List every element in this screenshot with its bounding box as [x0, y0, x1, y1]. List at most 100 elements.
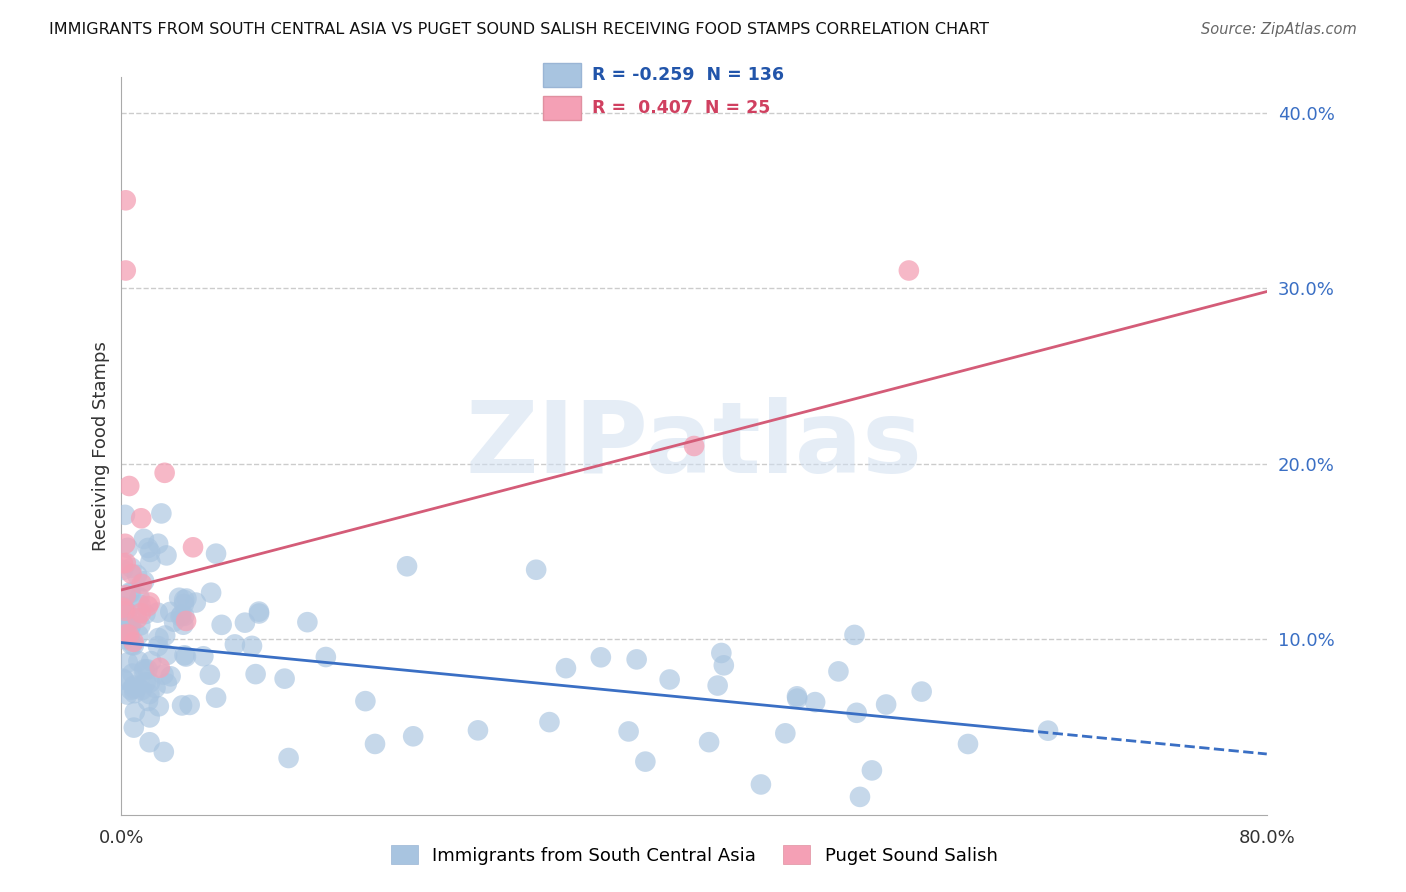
Point — [118, 629, 141, 643]
Point — [193, 649, 215, 664]
Text: 0.0%: 0.0% — [98, 830, 145, 847]
Point — [875, 698, 897, 712]
Point — [114, 632, 136, 647]
Point — [315, 650, 337, 665]
Point — [115, 605, 138, 619]
Point — [141, 654, 163, 668]
Point — [114, 604, 136, 618]
Point — [117, 541, 139, 555]
Y-axis label: Receiving Food Stamps: Receiving Food Stamps — [93, 341, 110, 551]
Text: Source: ZipAtlas.com: Source: ZipAtlas.com — [1201, 22, 1357, 37]
Point — [159, 605, 181, 619]
Point — [148, 631, 170, 645]
Point — [174, 614, 197, 628]
Point — [122, 678, 145, 692]
Point — [138, 735, 160, 749]
Point — [132, 664, 155, 678]
Point — [156, 648, 179, 662]
Point — [129, 598, 152, 612]
Point — [124, 705, 146, 719]
Point — [122, 635, 145, 649]
Point — [198, 667, 221, 681]
Point — [117, 624, 139, 639]
Point — [174, 649, 197, 664]
Point — [118, 628, 141, 642]
Point — [114, 588, 136, 602]
Point — [111, 611, 134, 625]
Point — [136, 599, 159, 614]
Point — [170, 698, 193, 713]
Text: R =  0.407  N = 25: R = 0.407 N = 25 — [592, 99, 770, 117]
Point — [233, 615, 256, 630]
Point — [402, 729, 425, 743]
Point — [131, 577, 153, 591]
Point — [146, 606, 169, 620]
Point — [155, 549, 177, 563]
Point — [804, 695, 827, 709]
Point — [112, 606, 135, 620]
Point — [127, 654, 149, 668]
Point — [897, 263, 920, 277]
Point — [149, 661, 172, 675]
Point — [153, 466, 176, 480]
Point — [112, 606, 135, 620]
Point — [775, 726, 797, 740]
Point — [135, 675, 157, 690]
Point — [911, 684, 934, 698]
Point — [118, 479, 141, 493]
Point — [163, 615, 186, 629]
Point — [173, 597, 195, 611]
Point — [713, 658, 735, 673]
Point — [153, 628, 176, 642]
Point — [138, 687, 160, 701]
Point — [114, 604, 136, 618]
Point — [120, 561, 142, 575]
Point — [127, 568, 149, 582]
Point — [114, 194, 136, 208]
Point — [118, 585, 141, 599]
Point — [1036, 723, 1059, 738]
Point — [117, 656, 139, 670]
Point — [749, 777, 772, 791]
Point — [555, 661, 578, 675]
Point — [111, 672, 134, 686]
Point — [134, 574, 156, 589]
Point — [127, 628, 149, 642]
Point — [134, 662, 156, 676]
Point — [159, 669, 181, 683]
Point — [173, 648, 195, 663]
Point — [184, 596, 207, 610]
Point — [120, 586, 142, 600]
Point — [172, 617, 194, 632]
Point — [247, 607, 270, 621]
Point — [111, 600, 134, 615]
Point — [120, 682, 142, 697]
Point — [112, 563, 135, 577]
Point — [120, 617, 142, 632]
FancyBboxPatch shape — [543, 96, 581, 120]
Point — [121, 638, 143, 652]
Point — [617, 724, 640, 739]
Text: IMMIGRANTS FROM SOUTH CENTRAL ASIA VS PUGET SOUND SALISH RECEIVING FOOD STAMPS C: IMMIGRANTS FROM SOUTH CENTRAL ASIA VS PU… — [49, 22, 990, 37]
Point — [179, 698, 201, 712]
Point — [114, 263, 136, 277]
Point — [150, 507, 173, 521]
Point — [173, 593, 195, 607]
Point — [538, 715, 561, 730]
Point — [114, 508, 136, 522]
Point — [524, 563, 547, 577]
Point — [115, 627, 138, 641]
Point — [139, 675, 162, 690]
Point — [626, 652, 648, 666]
Point — [245, 667, 267, 681]
Point — [138, 710, 160, 724]
Point — [167, 591, 190, 605]
Point — [845, 706, 868, 720]
Point — [152, 745, 174, 759]
Text: R = -0.259  N = 136: R = -0.259 N = 136 — [592, 66, 785, 84]
Point — [117, 688, 139, 702]
Point — [136, 694, 159, 708]
Point — [589, 650, 612, 665]
Point — [786, 691, 808, 706]
Point — [118, 622, 141, 636]
